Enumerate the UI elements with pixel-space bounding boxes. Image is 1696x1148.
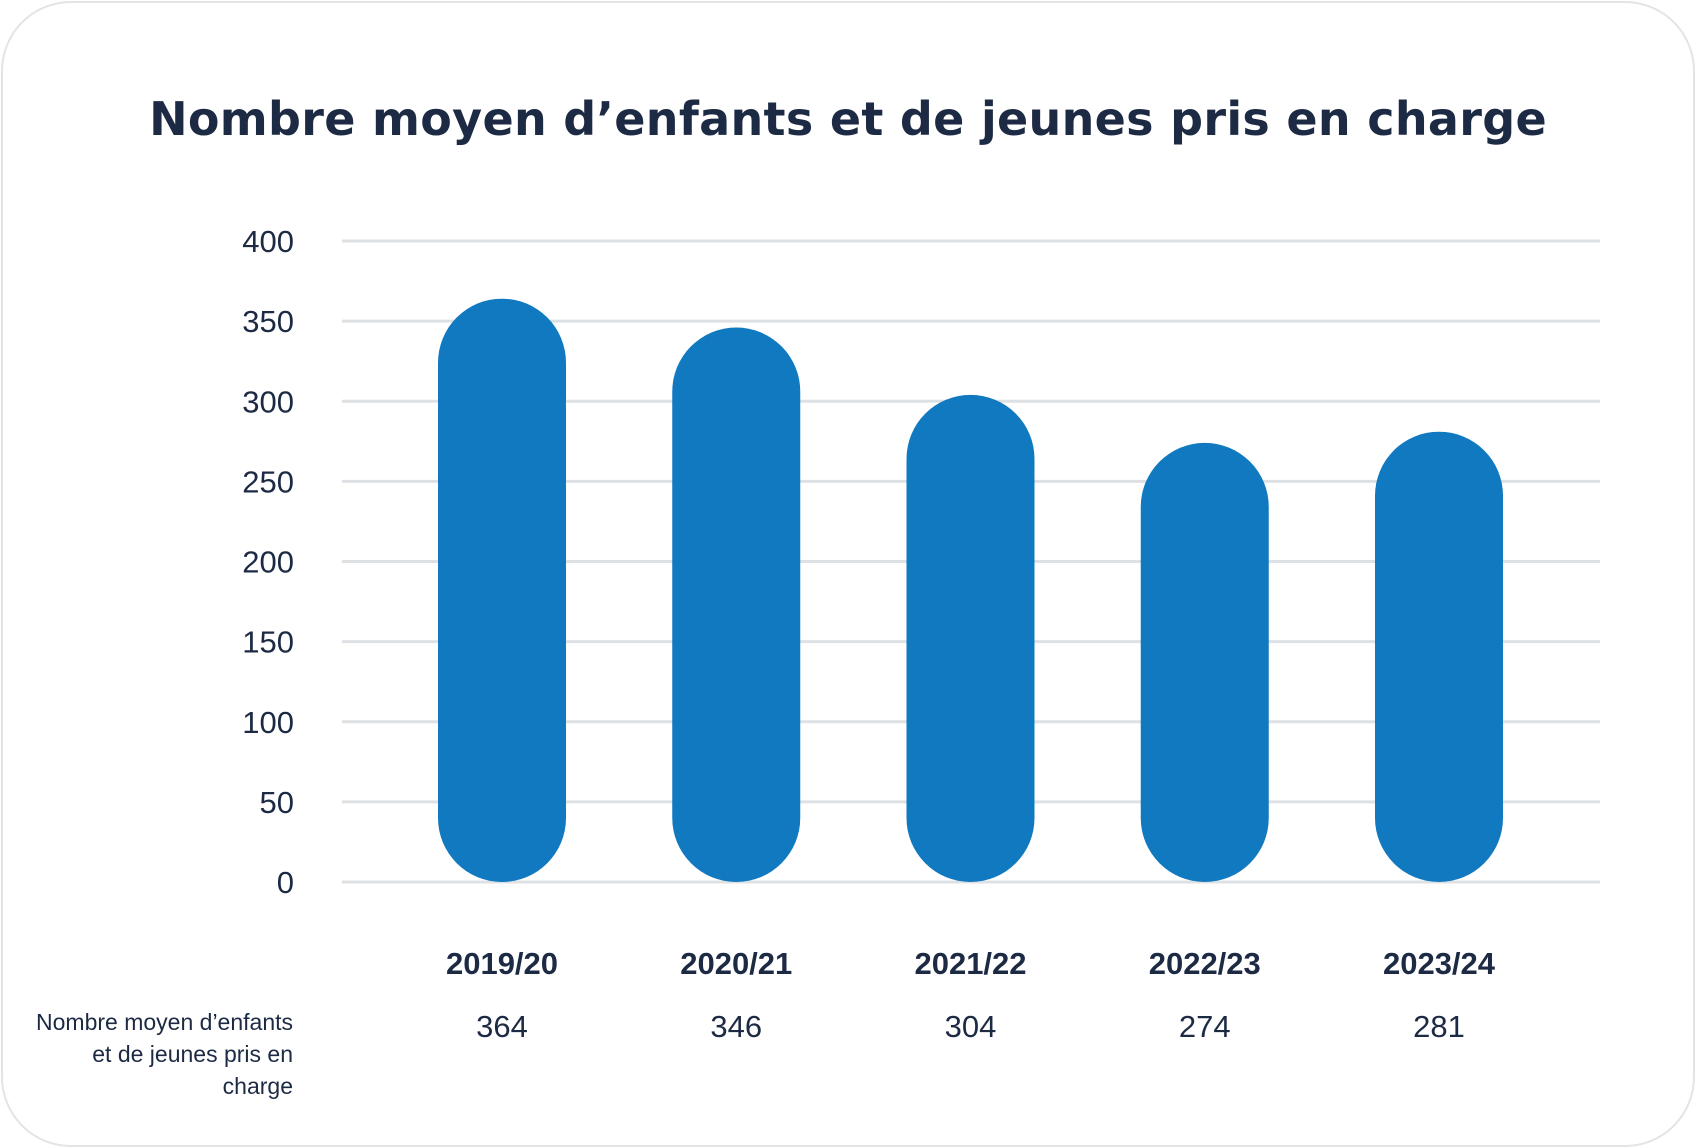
bar-2019/20 <box>438 298 566 882</box>
data-table-value: 274 <box>1179 1009 1231 1044</box>
bar-2021/22 <box>906 394 1035 882</box>
x-category-label: 2021/22 <box>914 946 1026 981</box>
y-axis-ticks: 0 50 100 150 200 250 300 350 400 <box>242 224 294 900</box>
data-table-value: 346 <box>710 1009 762 1044</box>
x-category-label: 2022/23 <box>1149 946 1261 981</box>
x-category-label: 2023/24 <box>1383 946 1496 981</box>
data-table-value: 364 <box>476 1009 528 1044</box>
data-table-values: 364 346 304 274 281 <box>476 1009 1465 1044</box>
chart-title: Nombre moyen d’enfants et de jeunes pris… <box>149 92 1547 146</box>
y-tick-label: 50 <box>260 785 294 820</box>
x-category-label: 2019/20 <box>446 946 558 981</box>
x-category-label: 2020/21 <box>680 946 792 981</box>
bars <box>438 298 1503 882</box>
y-tick-label: 150 <box>242 625 294 660</box>
data-table-value: 281 <box>1413 1009 1465 1044</box>
x-axis-categories: 2019/20 2020/21 2021/22 2022/23 2023/24 <box>446 946 1496 981</box>
bar-2022/23 <box>1140 442 1269 882</box>
y-tick-label: 100 <box>242 705 294 740</box>
y-tick-label: 0 <box>277 865 294 900</box>
y-tick-label: 350 <box>242 304 294 339</box>
y-tick-label: 300 <box>242 384 294 419</box>
y-tick-label: 200 <box>242 545 294 580</box>
y-tick-label: 400 <box>242 224 294 259</box>
bar-2020/21 <box>672 327 801 882</box>
data-table-row-label: Nombre moyen d’enfants et de jeunes pris… <box>36 1009 293 1099</box>
bar-2023/24 <box>1375 431 1503 882</box>
data-table-value: 304 <box>945 1009 997 1044</box>
y-tick-label: 250 <box>242 464 294 499</box>
